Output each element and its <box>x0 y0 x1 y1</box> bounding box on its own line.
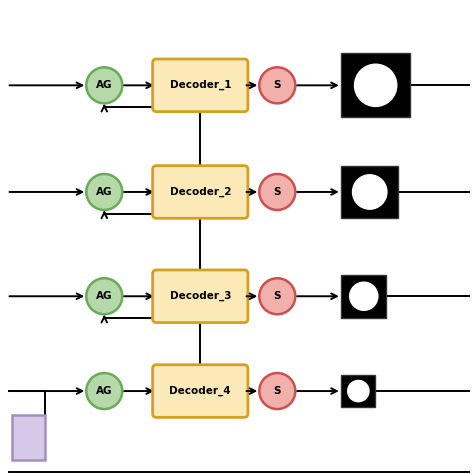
Circle shape <box>86 278 122 314</box>
Bar <box>12 415 45 460</box>
Circle shape <box>348 381 369 401</box>
Text: AG: AG <box>96 291 112 301</box>
Circle shape <box>259 67 295 103</box>
Circle shape <box>86 67 122 103</box>
Bar <box>341 54 410 118</box>
Circle shape <box>350 282 378 310</box>
Text: Decoder_1: Decoder_1 <box>170 80 231 91</box>
Circle shape <box>353 175 387 209</box>
Text: Decoder_3: Decoder_3 <box>170 291 231 301</box>
FancyBboxPatch shape <box>153 166 248 219</box>
FancyBboxPatch shape <box>153 59 248 112</box>
FancyBboxPatch shape <box>153 270 248 322</box>
Text: S: S <box>273 386 281 396</box>
Circle shape <box>259 174 295 210</box>
Text: Decoder_2: Decoder_2 <box>170 187 231 197</box>
Text: S: S <box>273 80 281 91</box>
Circle shape <box>86 373 122 409</box>
Text: AG: AG <box>96 386 112 396</box>
Bar <box>341 166 398 218</box>
Circle shape <box>259 373 295 409</box>
Text: AG: AG <box>96 187 112 197</box>
Text: S: S <box>273 291 281 301</box>
Circle shape <box>86 174 122 210</box>
Text: Decoder_4: Decoder_4 <box>169 386 231 396</box>
Bar <box>341 375 375 407</box>
Circle shape <box>259 278 295 314</box>
FancyBboxPatch shape <box>153 365 248 418</box>
Bar <box>341 275 386 318</box>
Text: S: S <box>273 187 281 197</box>
Circle shape <box>355 64 397 107</box>
Text: AG: AG <box>96 80 112 91</box>
